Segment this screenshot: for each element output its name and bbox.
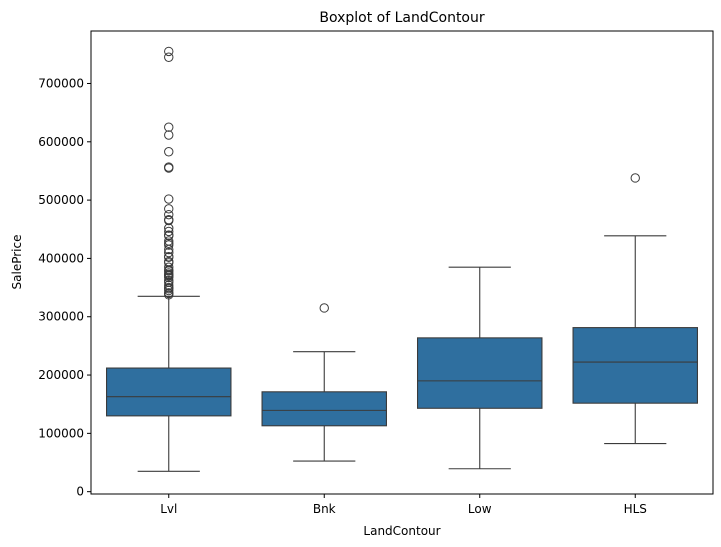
x-tick-label-low: Low <box>468 502 492 516</box>
box-group-hls <box>572 173 698 445</box>
box-group-bnk <box>261 303 387 462</box>
outlier-point <box>164 46 174 57</box>
y-tick-label: 0 <box>76 485 84 499</box>
y-tick-label: 300000 <box>38 310 84 324</box>
x-axis: Lvl Bnk Low HLS <box>160 494 647 516</box>
plot-area <box>106 46 698 472</box>
outlier-point <box>319 303 329 313</box>
outlier-point <box>164 122 174 132</box>
outlier-point <box>164 285 174 296</box>
x-axis-label: LandContour <box>363 524 440 538</box>
x-tick-label-hls: HLS <box>624 502 647 516</box>
y-tick-label: 500000 <box>38 193 84 207</box>
iqr-box <box>261 391 387 427</box>
outlier-point <box>164 244 174 255</box>
outlier-point <box>164 209 174 220</box>
iqr-box <box>416 337 543 409</box>
y-axis-label: SalePrice <box>10 235 24 290</box>
y-tick-label: 400000 <box>38 251 84 265</box>
outlier-point <box>164 240 174 250</box>
box-group-low <box>416 266 543 470</box>
outlier-point <box>164 223 174 233</box>
outlier-point <box>164 272 174 283</box>
outlier-point <box>164 194 174 204</box>
outlier-point <box>164 52 174 62</box>
outlier-point <box>164 247 174 258</box>
x-tick-label-bnk: Bnk <box>313 502 336 516</box>
y-tick-label: 100000 <box>38 426 84 440</box>
outlier-point <box>164 204 174 214</box>
y-axis: 0 100000 200000 300000 400000 500000 600000 700… <box>38 76 91 499</box>
outlier-point <box>164 163 174 173</box>
outlier-point <box>164 130 174 140</box>
outlier-point <box>164 147 174 157</box>
y-tick-label: 700000 <box>38 76 84 90</box>
iqr-box <box>572 327 698 404</box>
chart-title: Boxplot of LandContour <box>319 10 485 26</box>
outlier-point <box>164 290 174 300</box>
box-group-lvl <box>106 46 232 472</box>
x-tick-label-lvl: Lvl <box>160 502 177 516</box>
outlier-point <box>630 173 640 183</box>
outlier-point <box>164 215 174 226</box>
iqr-box <box>106 367 232 417</box>
y-tick-label: 200000 <box>38 368 84 382</box>
y-tick-label: 600000 <box>38 135 84 149</box>
outlier-point <box>164 252 174 262</box>
plot-frame <box>90 30 714 495</box>
outlier-point <box>164 226 174 237</box>
outlier-point <box>164 231 174 241</box>
